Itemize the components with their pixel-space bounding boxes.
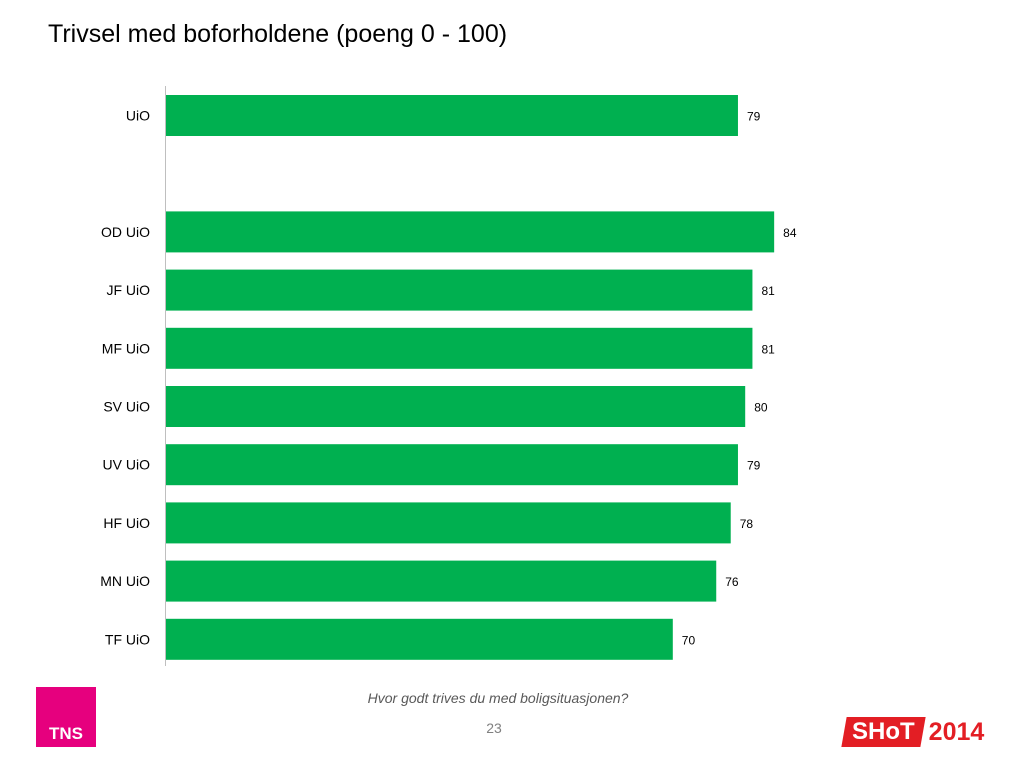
- category-label: TF UiO: [105, 631, 150, 647]
- category-label: UiO: [126, 108, 150, 124]
- bar-value-label: 78: [740, 517, 754, 531]
- shot-2014-logo: SHoT 2014: [841, 717, 985, 747]
- page-number: 23: [486, 720, 502, 736]
- bar-value-label: 70: [682, 633, 696, 647]
- bar-value-label: 79: [747, 110, 761, 124]
- shot-logo-box: SHoT: [841, 717, 926, 747]
- bar: [166, 444, 738, 486]
- category-label: SV UiO: [103, 399, 150, 415]
- category-label: OD UiO: [101, 224, 150, 240]
- bar-value-label: 84: [783, 226, 797, 240]
- bar: [166, 386, 746, 427]
- category-label: UV UiO: [103, 457, 151, 473]
- bars-layer: UiO 79 OD UiO 84 JF UiO 81 MF UiO 81 SV UiO 80 UV …: [100, 95, 797, 660]
- bar: [166, 618, 673, 660]
- bar: [166, 327, 753, 369]
- chart-title: Trivsel med boforholdene (poeng 0 - 100): [48, 20, 508, 48]
- category-label: JF UiO: [106, 282, 150, 298]
- bar-value-label: 81: [761, 342, 775, 356]
- category-label: HF UiO: [103, 515, 150, 531]
- shot-logo-text: SHoT: [852, 718, 915, 745]
- bar: [166, 502, 731, 544]
- bar-value-label: 81: [761, 284, 775, 298]
- bar: [166, 269, 753, 311]
- bar: [166, 560, 717, 602]
- category-label: MF UiO: [102, 340, 150, 356]
- survey-question: Hvor godt trives du med boligsituasjonen…: [367, 690, 629, 706]
- bar-value-label: 76: [725, 575, 739, 589]
- bar: [166, 95, 738, 136]
- bar-value-label: 79: [747, 459, 761, 473]
- bar-value-label: 80: [754, 401, 768, 415]
- tns-logo: TNS: [36, 687, 96, 747]
- bar: [166, 211, 775, 253]
- tns-logo-text: TNS: [49, 724, 83, 743]
- shot-logo-year: 2014: [928, 718, 985, 746]
- category-label: MN UiO: [100, 573, 150, 589]
